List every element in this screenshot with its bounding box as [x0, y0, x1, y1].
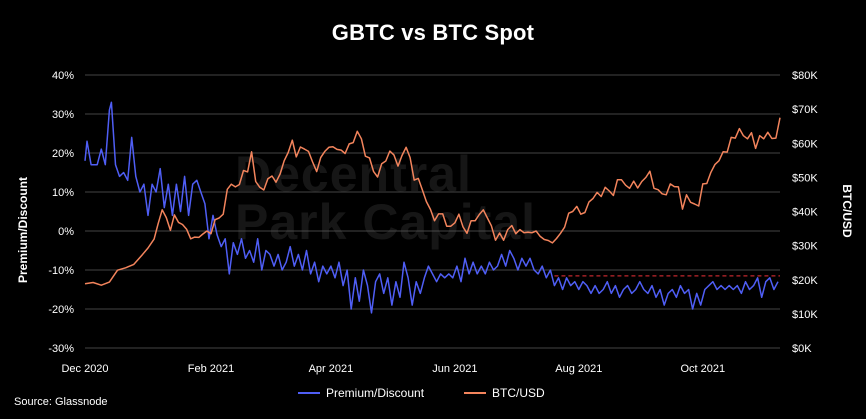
gridlines — [85, 74, 780, 349]
y-tick-left-label: -10% — [48, 265, 74, 277]
y-tick-right-label: $10K — [792, 309, 818, 321]
x-tick-label: Apr 2021 — [309, 363, 354, 375]
chart-title: GBTC vs BTC Spot — [331, 20, 535, 45]
legend-item-btc[interactable]: BTC/USD — [464, 386, 545, 400]
series-line-premium — [84, 101, 779, 314]
series-line-btc — [84, 117, 781, 286]
y-tick-left-label: 20% — [52, 148, 74, 160]
x-tick-label: Jun 2021 — [432, 363, 477, 375]
series-lines — [84, 101, 781, 314]
source-note: Source: Glassnode — [14, 396, 108, 408]
y-tick-right-label: $40K — [792, 207, 818, 219]
y-tick-right-label: $50K — [792, 172, 818, 184]
y-tick-right-label: $80K — [792, 70, 818, 82]
y-tick-right-label: $30K — [792, 241, 818, 253]
y-tick-left-label: -20% — [48, 304, 74, 316]
legend-swatch-premium — [298, 392, 320, 394]
y-tick-right-label: $60K — [792, 138, 818, 150]
y-tick-right-label: $0K — [792, 343, 812, 355]
x-tick-label: Feb 2021 — [188, 363, 234, 375]
y-axis-right-label: BTC/USD — [840, 184, 854, 238]
y-tick-left-label: 40% — [52, 70, 74, 82]
y-tick-left-label: -30% — [48, 343, 74, 355]
y-axis-left-label: Premium/Discount — [16, 177, 30, 283]
y-tick-left-label: 0% — [58, 226, 74, 238]
legend-label-premium: Premium/Discount — [326, 386, 425, 400]
y-axis-right: $80K $70K $60K $50K $40K $30K $20K $10K $0K — [792, 70, 818, 355]
y-tick-left-label: 30% — [52, 109, 74, 121]
legend-swatch-btc — [464, 392, 486, 394]
x-tick-label: Dec 2020 — [61, 363, 108, 375]
legend-item-premium[interactable]: Premium/Discount — [298, 386, 424, 400]
y-tick-right-label: $20K — [792, 275, 818, 287]
y-tick-left-label: 10% — [52, 187, 74, 199]
x-tick-label: Aug 2021 — [555, 363, 602, 375]
x-tick-label: Oct 2021 — [680, 363, 725, 375]
legend-label-btc: BTC/USD — [492, 386, 545, 400]
y-axis-left: 40% 30% 20% 10% 0% -10% -20% -30% — [48, 70, 74, 355]
x-axis: Dec 2020 Feb 2021 Apr 2021 Jun 2021 Aug 2021… — [61, 363, 725, 375]
y-tick-right-label: $70K — [792, 104, 818, 116]
